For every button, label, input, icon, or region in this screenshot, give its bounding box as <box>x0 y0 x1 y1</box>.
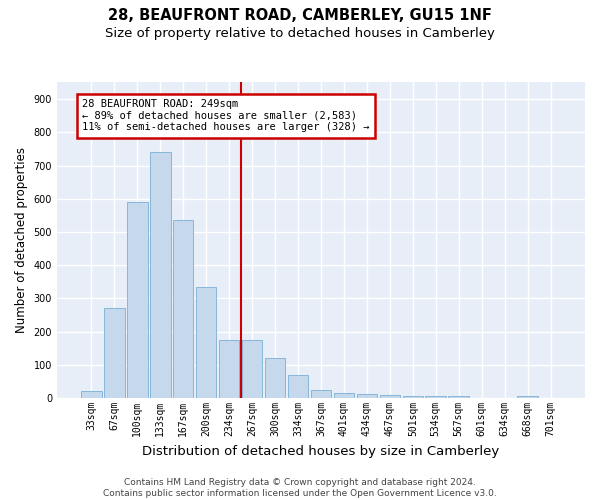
Bar <box>81 392 101 398</box>
Text: 28, BEAUFRONT ROAD, CAMBERLEY, GU15 1NF: 28, BEAUFRONT ROAD, CAMBERLEY, GU15 1NF <box>108 8 492 22</box>
Text: 28 BEAUFRONT ROAD: 249sqm
← 89% of detached houses are smaller (2,583)
11% of se: 28 BEAUFRONT ROAD: 249sqm ← 89% of detac… <box>82 99 370 132</box>
Bar <box>448 396 469 398</box>
Bar <box>425 396 446 398</box>
Text: Size of property relative to detached houses in Camberley: Size of property relative to detached ho… <box>105 28 495 40</box>
Y-axis label: Number of detached properties: Number of detached properties <box>15 148 28 334</box>
X-axis label: Distribution of detached houses by size in Camberley: Distribution of detached houses by size … <box>142 444 500 458</box>
Bar <box>127 202 148 398</box>
Bar <box>173 220 193 398</box>
Bar <box>219 340 239 398</box>
Bar <box>196 287 217 398</box>
Bar <box>380 396 400 398</box>
Bar <box>403 396 423 398</box>
Text: Contains HM Land Registry data © Crown copyright and database right 2024.
Contai: Contains HM Land Registry data © Crown c… <box>103 478 497 498</box>
Bar <box>287 375 308 398</box>
Bar <box>334 393 354 398</box>
Bar <box>311 390 331 398</box>
Bar <box>265 358 286 398</box>
Bar <box>150 152 170 398</box>
Bar <box>104 308 125 398</box>
Bar <box>356 394 377 398</box>
Bar <box>517 396 538 398</box>
Bar <box>242 340 262 398</box>
